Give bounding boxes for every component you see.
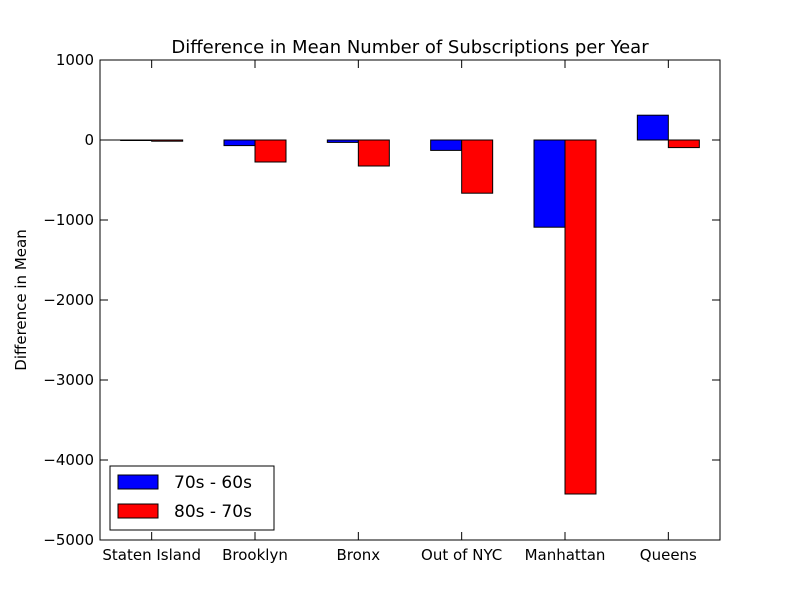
x-tick-label-manhattan: Manhattan: [525, 546, 606, 564]
legend-swatch-80s-70s: [117, 503, 159, 519]
bar-bronx-70s-60s: [326, 139, 359, 143]
bar-brooklyn-70s-60s: [223, 139, 256, 147]
x-tick-label-bronx: Bronx: [336, 546, 380, 564]
legend-label-80s-70s: 80s - 70s: [174, 502, 252, 522]
bar-out-of-nyc-70s-60s: [430, 139, 463, 151]
y-tick-label: −3000: [43, 371, 94, 389]
bar-queens-80s-70s: [667, 139, 700, 149]
x-tick-label-staten-island: Staten Island: [102, 546, 201, 564]
bar-manhattan-80s-70s: [564, 139, 597, 495]
legend-label-70s-60s: 70s - 60s: [174, 473, 252, 493]
legend: 70s - 60s 80s - 70s: [109, 465, 275, 531]
chart-title: Difference in Mean Number of Subscriptio…: [171, 37, 649, 58]
y-tick-label: 1000: [56, 51, 94, 69]
y-tick-label: 0: [84, 131, 94, 149]
y-axis-label: Difference in Mean: [12, 229, 30, 370]
bar-out-of-nyc-80s-70s: [461, 139, 494, 194]
y-tick-label: −4000: [43, 451, 94, 469]
bar-bronx-80s-70s: [357, 139, 390, 167]
bar-queens-70s-60s: [636, 114, 669, 141]
x-tick-label-out-of-nyc: Out of NYC: [421, 546, 502, 564]
x-tick-label-queens: Queens: [640, 546, 697, 564]
bar-brooklyn-80s-70s: [254, 139, 287, 163]
x-axis-ticks: Staten Island Brooklyn Bronx Out of NYC Manh…: [102, 60, 697, 564]
y-tick-label: −5000: [43, 531, 94, 549]
legend-swatch-70s-60s: [117, 474, 159, 490]
plot-frame: [99, 59, 721, 541]
y-tick-label: −1000: [43, 211, 94, 229]
y-tick-label: −2000: [43, 291, 94, 309]
bars-layer: [120, 114, 700, 495]
x-tick-label-brooklyn: Brooklyn: [222, 546, 288, 564]
y-axis-ticks: 1000 0 −1000 −2000 −3000 −4000 −5000: [43, 51, 720, 549]
bar-manhattan-70s-60s: [533, 139, 566, 228]
